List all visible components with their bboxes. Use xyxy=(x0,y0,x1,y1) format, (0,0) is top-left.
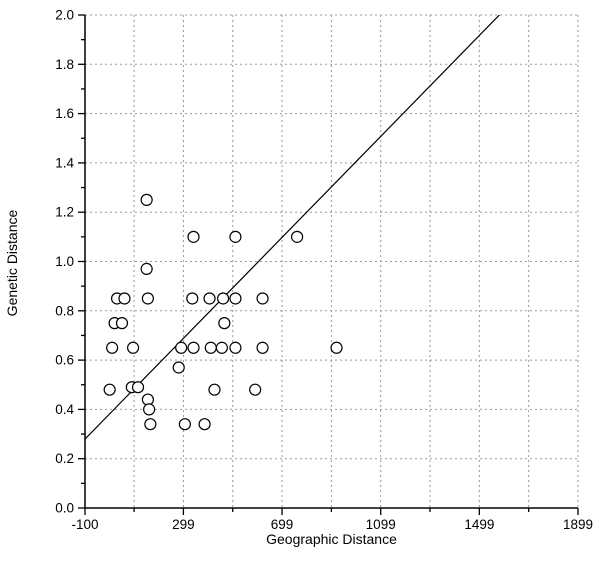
data-point xyxy=(131,381,145,394)
y-axis-title: Genetic Distance xyxy=(4,209,20,317)
data-point xyxy=(141,292,154,305)
x-tick-label: 1499 xyxy=(464,517,494,532)
data-point xyxy=(217,292,230,305)
data-point xyxy=(187,230,200,243)
y-tick-label: 0.2 xyxy=(55,451,74,466)
data-point xyxy=(186,292,199,305)
data-point xyxy=(106,341,119,354)
y-tick-label: 1.2 xyxy=(55,205,74,220)
x-axis-title: Geographic Distance xyxy=(266,531,397,547)
tick-group xyxy=(78,14,579,515)
x-tick-label: 299 xyxy=(172,517,195,532)
data-point xyxy=(229,292,242,305)
data-point xyxy=(172,361,185,374)
data-point xyxy=(256,341,269,354)
data-point xyxy=(229,230,242,243)
x-tick-label: 699 xyxy=(271,517,294,532)
grid-group xyxy=(85,14,579,508)
data-point xyxy=(140,262,153,275)
data-point xyxy=(229,341,242,354)
data-point xyxy=(203,292,216,305)
points-group xyxy=(103,193,343,431)
y-tick-label: 0.6 xyxy=(55,353,74,368)
data-point xyxy=(115,317,129,330)
data-point xyxy=(290,230,304,243)
data-point xyxy=(187,341,200,354)
y-tick-label: 2.0 xyxy=(55,8,74,23)
data-point xyxy=(175,341,188,354)
data-point xyxy=(208,383,221,396)
data-point xyxy=(118,292,131,305)
x-tick-label: 1099 xyxy=(366,517,396,532)
data-point xyxy=(218,317,231,330)
x-tick-label: -100 xyxy=(71,517,98,532)
data-point xyxy=(256,292,269,305)
x-tick-label: 1899 xyxy=(563,517,593,532)
y-tick-label: 1.8 xyxy=(55,57,74,72)
y-tick-label: 1.4 xyxy=(55,155,74,170)
y-tick-label: 0.8 xyxy=(55,303,74,318)
data-point xyxy=(143,403,156,416)
regression-line xyxy=(85,15,501,440)
y-tick-label: 1.0 xyxy=(55,254,74,269)
data-point xyxy=(215,341,228,354)
data-point xyxy=(103,383,116,396)
data-point xyxy=(204,341,217,354)
data-point xyxy=(144,418,157,431)
y-tick-label: 0.4 xyxy=(55,402,74,417)
y-tick-label: 0.0 xyxy=(55,501,74,516)
data-point xyxy=(330,341,343,354)
data-point xyxy=(198,418,211,431)
tick-label-group: -100 299 699 1099 1499 1899 0.0 0.2 0.4 0.6 0.8 1.0… xyxy=(55,8,593,533)
data-point xyxy=(249,383,262,396)
data-point xyxy=(141,393,154,406)
data-point xyxy=(126,341,140,354)
data-point xyxy=(178,418,191,431)
y-tick-label: 1.6 xyxy=(55,106,74,121)
data-point xyxy=(140,193,153,206)
